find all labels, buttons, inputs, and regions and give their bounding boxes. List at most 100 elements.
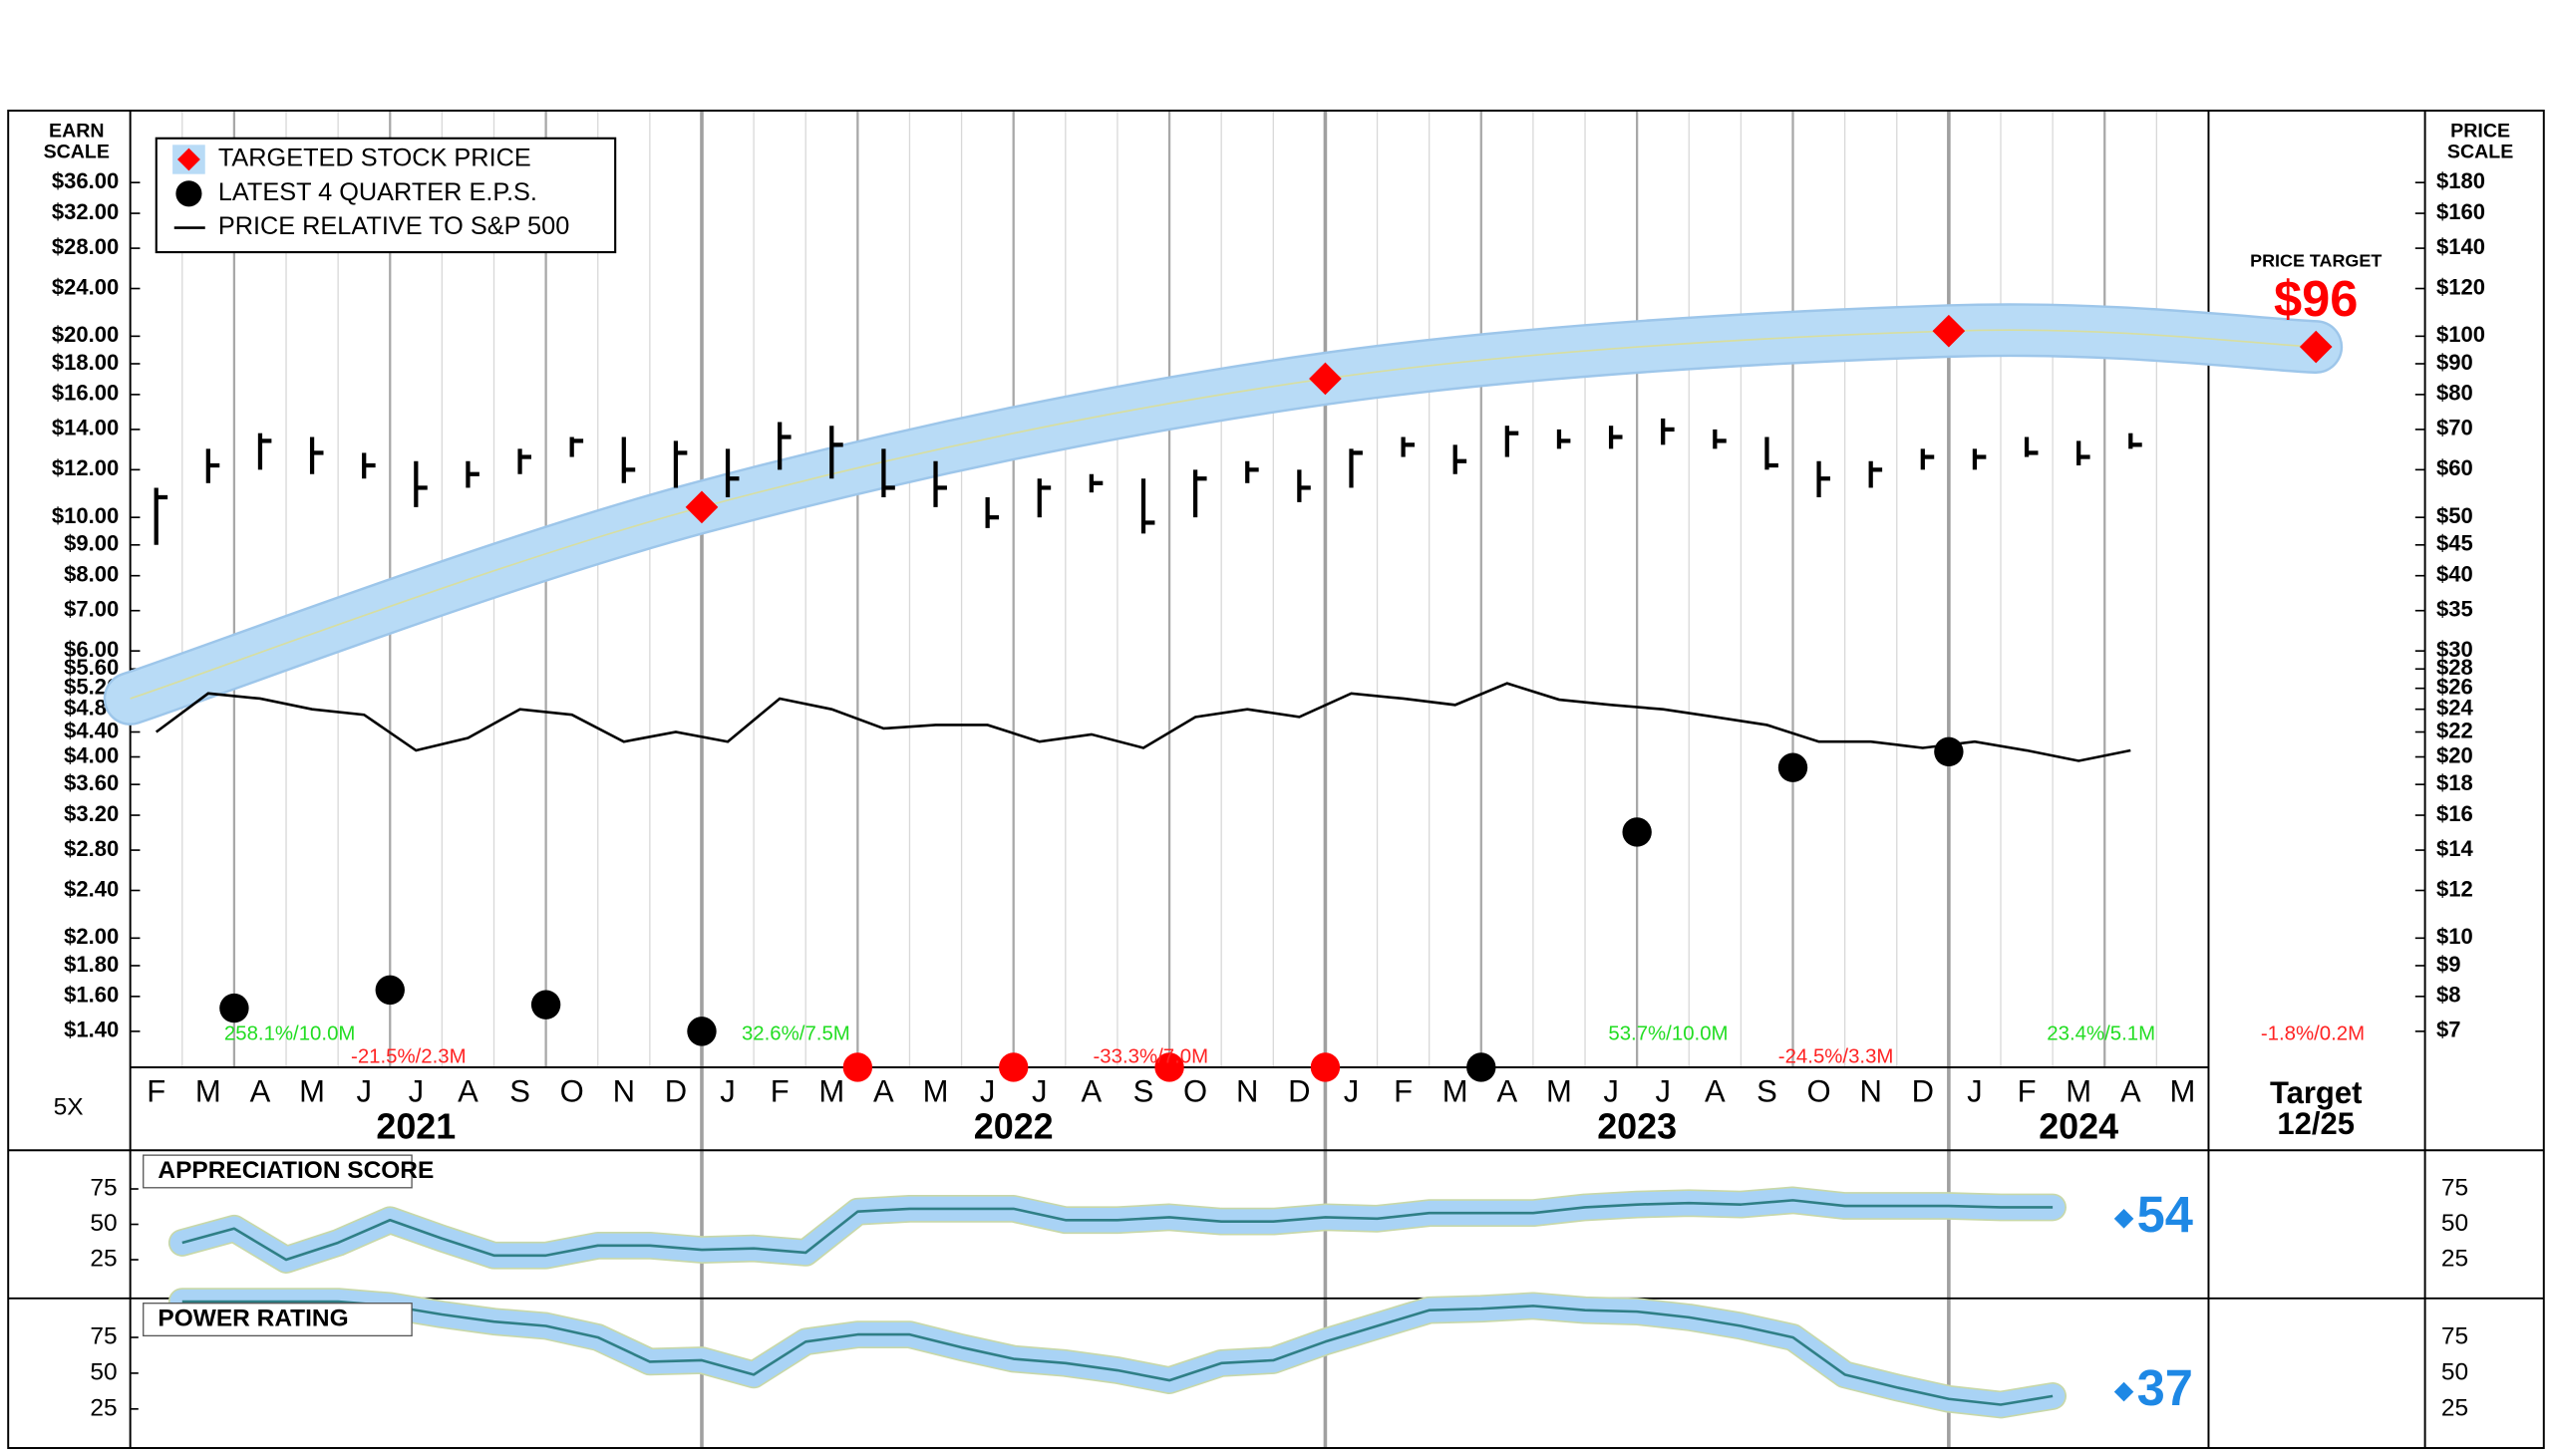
x-tick-label: A [2120, 1073, 2141, 1108]
y-tick-label: $16.00 [52, 381, 119, 406]
x-tick-label: S [1133, 1073, 1154, 1108]
y2-tick-label: $90 [2436, 350, 2473, 375]
y-tick-label: $28.00 [52, 234, 119, 259]
x-tick-label: M [195, 1073, 221, 1108]
x-tick-label: J [1344, 1073, 1360, 1108]
eps-change-label: -33.3%/7.0M [1093, 1046, 1208, 1068]
y2-tick-label: 25 [2441, 1394, 2468, 1421]
y-tick-label: $4.00 [64, 742, 119, 767]
y-tick-label: 75 [90, 1174, 117, 1201]
x-tick-label: J [1967, 1073, 1983, 1108]
score-line [181, 1199, 2054, 1262]
legend-label: PRICE RELATIVE TO S&P 500 [218, 212, 569, 240]
target-band-center [130, 329, 2317, 700]
y2-tick-label: $16 [2436, 801, 2473, 826]
x-tick-label: J [1032, 1073, 1047, 1108]
price-target-label: PRICE TARGET [2250, 251, 2382, 271]
y-tick-label: $2.40 [64, 876, 119, 901]
x-tick-label: M [2169, 1073, 2195, 1108]
y2-tick-label: $26 [2436, 675, 2473, 700]
multiplier-label: 5X [54, 1093, 84, 1120]
x-tick-label: M [1546, 1073, 1572, 1108]
x-tick-label: A [1497, 1073, 1518, 1108]
x-tick-label: F [2018, 1073, 2037, 1108]
y2-tick-label: $28 [2436, 655, 2473, 680]
eps-change-label: -21.5%/2.3M [351, 1046, 467, 1068]
x-tick-label: D [665, 1073, 687, 1108]
y-tick-label: $9.00 [64, 531, 119, 556]
y-tick-label: $1.40 [64, 1018, 119, 1042]
x-tick-label: M [818, 1073, 844, 1108]
x-tick-label: S [1756, 1073, 1777, 1108]
legend-label: TARGETED STOCK PRICE [218, 145, 531, 172]
y-tick-label: $4.40 [64, 718, 119, 742]
y2-tick-label: $20 [2436, 742, 2473, 767]
y2-tick-label: 50 [2441, 1358, 2468, 1385]
y-tick-label: $2.80 [64, 836, 119, 861]
y-axis-label: EARN [49, 120, 104, 142]
y-tick-label: $1.80 [64, 952, 119, 977]
x-tick-label: A [1705, 1073, 1726, 1108]
x-tick-label: N [1859, 1073, 1881, 1108]
y2-tick-label: 75 [2441, 1322, 2468, 1349]
y2-tick-label: 50 [2441, 1210, 2468, 1237]
eps-dot [1622, 817, 1652, 847]
y-tick-label: $32.00 [52, 199, 119, 224]
eps-change-label: 258.1%/10.0M [224, 1023, 355, 1045]
y2-tick-label: $24 [2436, 695, 2473, 720]
eps-dot [1466, 1052, 1496, 1082]
frame [7, 110, 2545, 1449]
y-tick-label: $3.20 [64, 801, 119, 826]
eps-dot [1310, 1052, 1341, 1082]
x-tick-label: M [1442, 1073, 1468, 1108]
y2-tick-label: $160 [2436, 199, 2485, 224]
x-tick-label: F [1394, 1073, 1413, 1108]
target-marker [1309, 362, 1342, 396]
x-tick-label: J [980, 1073, 995, 1108]
y2-tick-label: $12 [2436, 876, 2473, 901]
y-tick-label: $7.00 [64, 597, 119, 622]
grid [181, 111, 2158, 1449]
x-tick-label: O [1183, 1073, 1207, 1108]
target-date-label: Target [2270, 1075, 2362, 1110]
y2-tick-label: $140 [2436, 234, 2485, 259]
eps-dot [1934, 736, 1964, 767]
y2-tick-label: $8 [2436, 983, 2461, 1008]
legend-marker [177, 147, 200, 171]
legend-box [155, 137, 617, 254]
y2-tick-label: $35 [2436, 597, 2473, 622]
y2-tick-label: $7 [2436, 1018, 2461, 1042]
x-tick-label: O [1807, 1073, 1831, 1108]
x-tick-label: N [1236, 1073, 1258, 1108]
y2-tick-label: $100 [2436, 322, 2485, 347]
x-tick-label: D [1912, 1073, 1934, 1108]
x-tick-label: A [458, 1073, 478, 1108]
relative-strength-line [155, 682, 2131, 762]
x-tick-label: A [873, 1073, 894, 1108]
x-tick-label: J [1603, 1073, 1619, 1108]
y-tick-label: 75 [90, 1322, 117, 1349]
y-tick-label: $3.60 [64, 770, 119, 795]
y-tick-label: $1.60 [64, 983, 119, 1008]
y-tick-label: 50 [90, 1210, 117, 1237]
y2-tick-label: $10 [2436, 924, 2473, 949]
x-tick-label: S [509, 1073, 530, 1108]
y-tick-label: 25 [90, 1394, 117, 1421]
x-tick-label: D [1288, 1073, 1310, 1108]
x-tick-label: J [1655, 1073, 1671, 1108]
y-tick-label: $2.00 [64, 924, 119, 949]
y2-axis-label: PRICE [2450, 120, 2510, 142]
x-tick-label: J [409, 1073, 425, 1108]
y2-tick-label: $180 [2436, 168, 2485, 193]
panel-title-box [143, 1154, 413, 1189]
x-tick-label: N [613, 1073, 635, 1108]
price-target-value: $96 [2274, 270, 2358, 327]
y2-tick-label: $80 [2436, 381, 2473, 406]
eps-dot [375, 975, 405, 1006]
y-tick-label: 50 [90, 1358, 117, 1385]
y-tick-label: 25 [90, 1245, 117, 1272]
legend-label: LATEST 4 QUARTER E.P.S. [218, 178, 537, 206]
eps-change-label: 32.6%/7.5M [742, 1023, 850, 1045]
